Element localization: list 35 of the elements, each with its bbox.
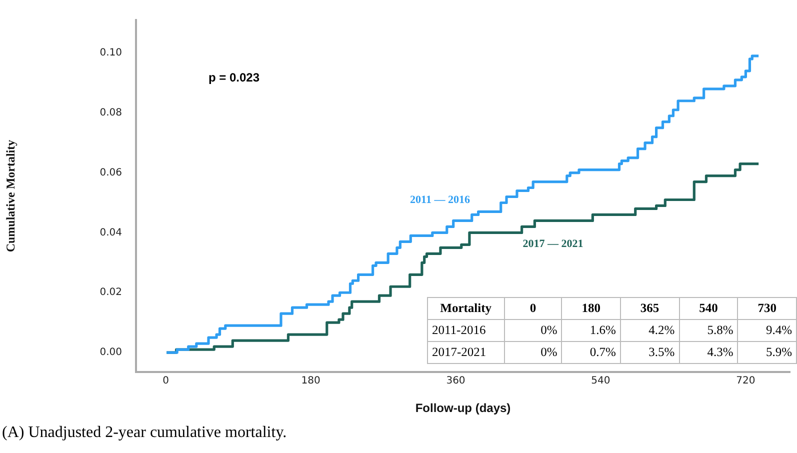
x-tick-label: 720 — [736, 376, 756, 387]
y-tick-label: 0.08 — [100, 107, 122, 118]
data-label: 1.6% — [562, 320, 620, 342]
y-tick-label: 0.10 — [100, 48, 122, 59]
category-label: 730 — [738, 298, 796, 320]
x-axis-title: Follow-up (days) — [415, 401, 511, 416]
series-label: 2011 — 2016 — [410, 194, 470, 206]
x-tick-label: 0 — [162, 376, 169, 387]
y-axis-title: Cumulative Mortality — [3, 140, 18, 252]
series-label: 2017 — 2021 — [522, 238, 584, 250]
data-label: 5.8% — [679, 320, 738, 342]
text: (A) Unadjusted 2-year cumulative mortality. — [2, 424, 287, 442]
x-tick-label: 360 — [446, 376, 466, 387]
data-label: 0% — [504, 320, 562, 342]
x-tick-label: 540 — [591, 376, 610, 387]
data-label: 4.2% — [620, 320, 680, 342]
data-label: 3.5% — [620, 342, 680, 364]
category-label: 540 — [679, 298, 738, 320]
y-tick-label: 0.02 — [100, 287, 122, 298]
y-tick-label: 0.06 — [100, 167, 122, 178]
category-label: 365 — [620, 298, 680, 320]
y-tick-label: 0.00 — [100, 347, 122, 358]
annotation: p = 0.023 — [208, 70, 260, 84]
data-label: 0.7% — [562, 342, 620, 364]
category-label: 0 — [504, 298, 562, 320]
y-tick-label: 0.04 — [100, 227, 122, 238]
category-label: 180 — [562, 298, 620, 320]
data-label: 4.3% — [679, 342, 738, 364]
data-label: 9.4% — [738, 320, 796, 342]
x-tick-label: 180 — [301, 376, 320, 387]
text: Mortality — [428, 298, 504, 320]
data-label: 5.9% — [738, 342, 796, 364]
series-label: 2011-2016 — [428, 320, 504, 342]
legend-label: 2017-2021 — [428, 342, 504, 364]
data-label: 0% — [504, 342, 562, 364]
